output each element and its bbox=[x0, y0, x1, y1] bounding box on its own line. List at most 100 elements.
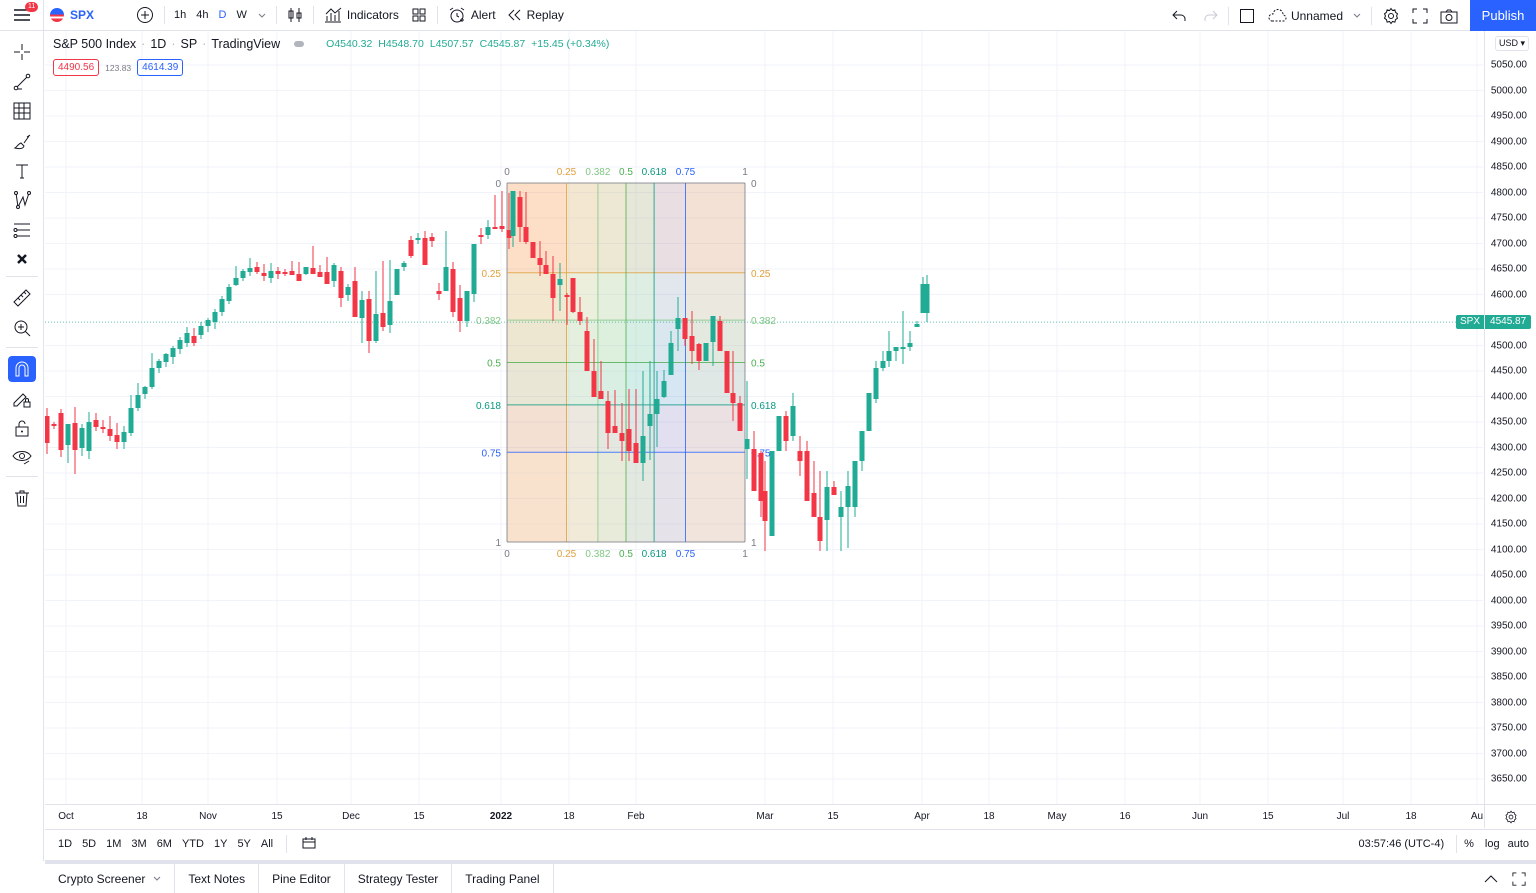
range-ytd[interactable]: YTD bbox=[181, 837, 204, 850]
tab-pine-editor[interactable]: Pine Editor bbox=[259, 864, 345, 893]
remove-drawings-tool[interactable] bbox=[8, 246, 36, 272]
tab-strategy-tester[interactable]: Strategy Tester bbox=[345, 864, 453, 893]
goto-date-button[interactable] bbox=[295, 835, 323, 852]
pattern-icon bbox=[14, 191, 31, 209]
plus-circle-icon bbox=[137, 7, 154, 23]
tab-text-notes[interactable]: Text Notes bbox=[175, 864, 260, 893]
svg-text:0.75: 0.75 bbox=[676, 167, 696, 178]
tab-trading-panel[interactable]: Trading Panel bbox=[452, 864, 554, 893]
zoom-in-tool[interactable] bbox=[8, 315, 36, 341]
price-tick: 3900.00 bbox=[1490, 646, 1527, 657]
time-tick: 18 bbox=[1405, 811, 1417, 822]
clock-label[interactable]: 03:57:46 (UTC-4) bbox=[1358, 837, 1445, 850]
price-tick: 4850.00 bbox=[1490, 161, 1527, 173]
compare-symbol-button[interactable] bbox=[130, 0, 160, 31]
templates-button[interactable] bbox=[405, 0, 433, 31]
grid-layout-icon bbox=[412, 8, 426, 22]
currency-select[interactable]: USD ▾ bbox=[1495, 36, 1530, 51]
range-5y[interactable]: 5Y bbox=[237, 837, 251, 850]
auto-scale-toggle[interactable]: auto bbox=[1507, 837, 1529, 850]
prediction-tool[interactable] bbox=[8, 217, 36, 243]
timeframe-d[interactable]: D bbox=[218, 9, 227, 21]
timeframe-1h[interactable]: 1h bbox=[174, 9, 187, 21]
layout-select-button[interactable] bbox=[1233, 0, 1261, 31]
brush-tool[interactable] bbox=[8, 128, 36, 154]
time-tick: 15 bbox=[1262, 811, 1274, 822]
hide-drawings-tool[interactable] bbox=[8, 444, 36, 470]
range-6m[interactable]: 6M bbox=[156, 837, 172, 850]
replay-button[interactable]: Replay bbox=[502, 0, 570, 31]
indicators-button[interactable]: Indicators bbox=[318, 0, 405, 31]
range-1m[interactable]: 1M bbox=[106, 837, 122, 850]
brush-icon bbox=[13, 134, 31, 150]
time-tick: Feb bbox=[627, 811, 645, 822]
pattern-tool[interactable] bbox=[8, 187, 36, 213]
range-5d[interactable]: 5D bbox=[82, 837, 97, 850]
indicators-icon bbox=[324, 7, 342, 23]
text-tool[interactable] bbox=[8, 158, 36, 184]
price-tick: 3650.00 bbox=[1490, 773, 1527, 785]
main-menu-button[interactable]: 11 bbox=[0, 0, 44, 31]
time-tick: 18 bbox=[136, 811, 148, 822]
chart-type-button[interactable] bbox=[281, 0, 309, 31]
symbol-search-button[interactable]: SPX bbox=[44, 0, 100, 31]
lock-drawings-tool[interactable] bbox=[8, 386, 36, 412]
settings-button[interactable] bbox=[1376, 0, 1406, 31]
undo-button[interactable] bbox=[1166, 0, 1192, 31]
date-range-bar: 1D 5D 1M 3M 6M YTD 1Y 5Y All 03:57:46 (UTC-4) % … bbox=[45, 829, 1536, 857]
redo-button[interactable] bbox=[1198, 0, 1224, 31]
drawing-toolbar bbox=[0, 31, 44, 861]
svg-text:1: 1 bbox=[742, 549, 748, 560]
value-low-box: 4490.56 bbox=[53, 59, 100, 76]
price-tick: 4100.00 bbox=[1490, 544, 1527, 555]
time-tick: Mar bbox=[756, 811, 774, 822]
axis-settings-button[interactable] bbox=[1484, 804, 1536, 828]
log-scale-toggle[interactable]: log bbox=[1484, 837, 1500, 850]
indicators-label: Indicators bbox=[346, 8, 399, 22]
screenshot-button[interactable] bbox=[1434, 0, 1464, 31]
fullscreen-button[interactable] bbox=[1406, 0, 1434, 31]
price-tick: 4800.00 bbox=[1490, 187, 1527, 198]
percent-scale-toggle[interactable]: % bbox=[1464, 837, 1474, 850]
layout-name-button[interactable]: Unnamed bbox=[1261, 0, 1367, 31]
crosshair-tool[interactable] bbox=[8, 39, 36, 65]
price-tick: 4150.00 bbox=[1490, 518, 1527, 530]
price-tick: 4700.00 bbox=[1490, 238, 1527, 249]
time-axis[interactable]: Oct 18 Nov 15 Dec 15 2022 18 Feb Mar 15 Apr 18 May 16 J… bbox=[45, 804, 1484, 828]
range-3m[interactable]: 3M bbox=[131, 837, 147, 850]
divider bbox=[164, 6, 166, 24]
delete-tool[interactable] bbox=[8, 485, 36, 511]
tab-crypto-screener[interactable]: Crypto Screener bbox=[45, 864, 176, 893]
range-1y[interactable]: 1Y bbox=[213, 837, 228, 850]
ruler-tool[interactable] bbox=[8, 285, 36, 311]
fib-tool[interactable] bbox=[8, 98, 36, 124]
indicator-values: 4490.56 123.83 4614.39 bbox=[53, 59, 184, 76]
range-1d[interactable]: 1D bbox=[58, 837, 73, 850]
maximize-panel-icon[interactable] bbox=[1512, 871, 1526, 886]
price-axis[interactable]: USD ▾ 5050.00 5000.00 4950.00 4900.00 4850.0… bbox=[1484, 31, 1536, 804]
alert-button[interactable]: Alert bbox=[442, 0, 502, 31]
svg-text:0.382: 0.382 bbox=[476, 316, 501, 327]
lock-all-tool[interactable] bbox=[8, 415, 36, 441]
price-tick: 4750.00 bbox=[1490, 212, 1527, 224]
chevron-up-icon[interactable] bbox=[1484, 874, 1498, 883]
publish-button[interactable]: Publish bbox=[1470, 0, 1536, 31]
camera-icon bbox=[1440, 9, 1458, 23]
alert-label: Alert bbox=[470, 8, 496, 22]
range-all[interactable]: All bbox=[260, 837, 274, 850]
timeframe-4h[interactable]: 4h bbox=[196, 9, 209, 21]
magnet-tool[interactable] bbox=[8, 356, 36, 382]
chevron-down-icon bbox=[258, 13, 266, 18]
svg-text:0: 0 bbox=[504, 167, 510, 178]
time-tick: Au bbox=[1470, 811, 1484, 822]
trend-line-tool[interactable] bbox=[8, 69, 36, 95]
divider bbox=[1227, 6, 1229, 25]
chart-pane[interactable]: 0 0 0 0 0.25 0.25 0.25 0.25 0.382 0.382 0.382 0.382… bbox=[45, 31, 1483, 804]
timeframe-dropdown[interactable] bbox=[252, 0, 272, 31]
symbol-title[interactable]: S&P 500 Index bbox=[53, 37, 137, 51]
divider bbox=[436, 6, 438, 24]
price-tick: 5050.00 bbox=[1490, 59, 1527, 71]
timeframe-w[interactable]: W bbox=[236, 9, 247, 21]
collapse-legend-icon[interactable] bbox=[294, 41, 305, 47]
